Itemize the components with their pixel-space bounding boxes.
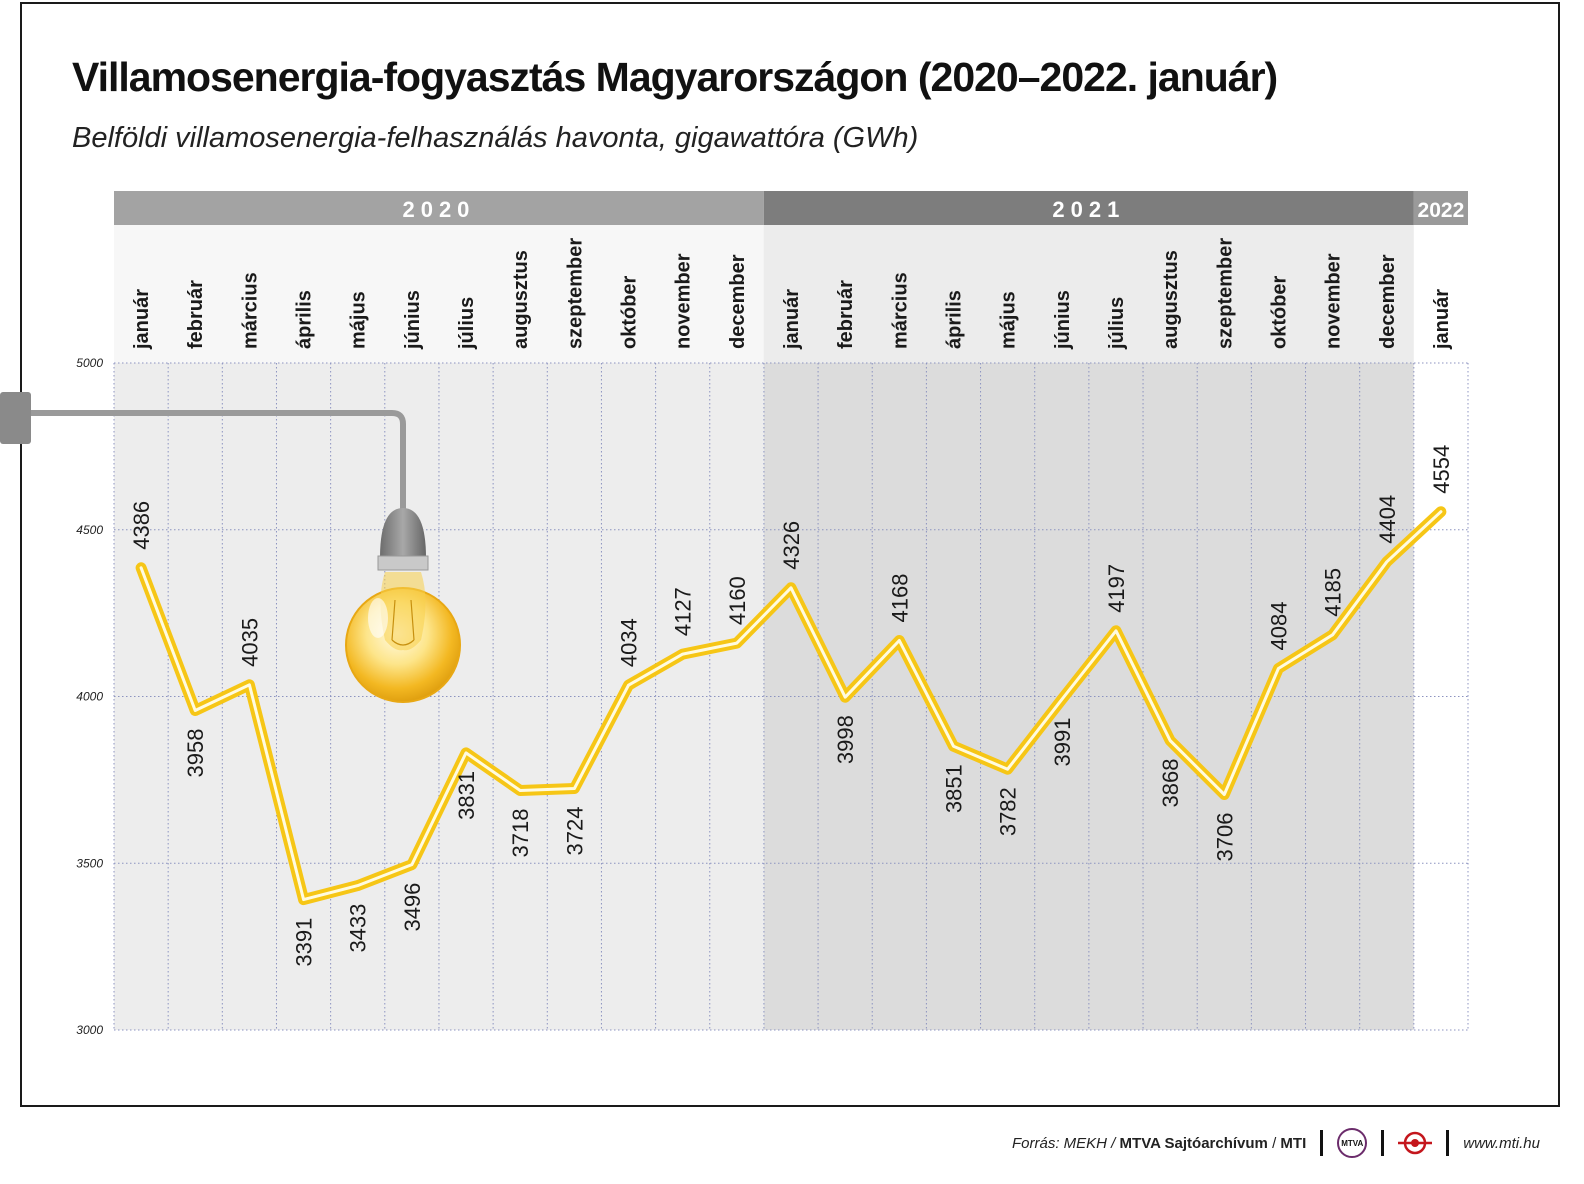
source-archive: MTVA Sajtóarchívum — [1119, 1134, 1268, 1152]
website-url: www.mti.hu — [1463, 1134, 1540, 1152]
month-label: május — [348, 291, 370, 349]
chart-subtitle: Belföldi villamosenergia-felhasználás ha… — [72, 122, 919, 154]
data-label: 4404 — [1375, 495, 1400, 544]
data-label: 4035 — [237, 618, 262, 667]
y-axis-ticks: 3000 3500 4000 4500 5000 — [76, 356, 103, 1037]
source-label: Forrás: MEKH / — [1012, 1134, 1116, 1152]
mti-logo-icon — [1398, 1131, 1433, 1155]
footer-divider — [1320, 1130, 1324, 1156]
month-label: március — [239, 272, 261, 349]
year-label: 2022 — [1418, 199, 1465, 222]
data-label: 4127 — [671, 587, 696, 636]
data-label: 3706 — [1212, 813, 1237, 862]
month-label: november — [673, 253, 695, 349]
data-label: 3851 — [941, 764, 966, 813]
month-label: október — [1268, 275, 1290, 349]
socket-plate — [0, 392, 31, 444]
series-line — [135, 506, 1447, 906]
month-label: szeptember — [1214, 238, 1236, 349]
data-label: 3433 — [346, 904, 371, 953]
footer-divider — [1381, 1130, 1385, 1156]
y-tick-label: 3000 — [76, 1023, 103, 1037]
source-separator: / — [1272, 1134, 1277, 1152]
data-label: 4386 — [129, 501, 154, 550]
data-label: 3724 — [562, 807, 587, 856]
footer-divider — [1446, 1130, 1450, 1156]
bulb-cap — [380, 508, 426, 558]
data-label: 3831 — [454, 771, 479, 820]
month-label: augusztus — [1160, 250, 1182, 349]
month-label: április — [294, 290, 316, 349]
month-label: december — [1377, 254, 1399, 349]
chart-title: Villamosenergia-fogyasztás Magyarországo… — [72, 54, 1278, 100]
month-label: február — [185, 280, 207, 349]
month-label: november — [1323, 253, 1345, 349]
month-label: május — [998, 291, 1020, 349]
month-label: január — [1431, 289, 1453, 350]
data-label: 4197 — [1104, 564, 1129, 613]
data-label: 3718 — [508, 809, 533, 858]
month-label: március — [889, 272, 911, 349]
month-label: január — [781, 289, 803, 350]
y-tick-label: 4500 — [76, 523, 103, 537]
month-label: június — [402, 290, 424, 350]
month-label: április — [943, 290, 965, 349]
data-label: 4326 — [779, 521, 804, 570]
header-band — [114, 225, 764, 363]
month-label: július — [1106, 297, 1128, 350]
data-label: 3782 — [996, 787, 1021, 836]
data-label: 3868 — [1158, 759, 1183, 808]
data-label: 4160 — [725, 576, 750, 625]
data-label: 3958 — [183, 729, 208, 778]
y-tick-label: 3500 — [76, 856, 103, 870]
bulb-cord — [31, 410, 406, 516]
month-label: július — [456, 297, 478, 350]
data-label: 4554 — [1429, 445, 1454, 494]
data-label: 4168 — [887, 574, 912, 623]
data-label: 4185 — [1321, 568, 1346, 617]
data-label: 3496 — [400, 883, 425, 932]
year-label: 2021 — [1052, 197, 1125, 222]
data-label: 3391 — [292, 918, 317, 967]
month-label: december — [727, 254, 749, 349]
year-bar — [114, 191, 764, 225]
header-band — [1413, 225, 1468, 363]
month-labels: január február március április május június jú… — [131, 238, 1453, 350]
month-label: január — [131, 289, 153, 350]
header-band — [763, 225, 1414, 363]
y-tick-label: 5000 — [76, 356, 103, 370]
data-label: 4034 — [617, 618, 642, 667]
source-mti: MTI — [1280, 1134, 1307, 1152]
month-label: augusztus — [510, 250, 532, 349]
year-header: 2020 2021 2022 — [114, 191, 1468, 225]
data-label: 3998 — [833, 715, 858, 764]
mtva-logo-icon: MTVA — [1337, 1128, 1368, 1158]
year-label: 2020 — [402, 197, 475, 222]
data-label: 4084 — [1266, 602, 1291, 651]
year-bar — [1413, 191, 1468, 225]
light-bulb-icon — [0, 392, 461, 703]
year-bar — [763, 191, 1414, 225]
data-labels: 4386 3958 4035 3391 3433 3496 3831 3718 3724 4034… — [129, 445, 1454, 967]
month-label: október — [619, 275, 641, 349]
month-label: június — [1052, 290, 1074, 350]
month-label: február — [835, 280, 857, 349]
data-label: 3991 — [1050, 718, 1075, 767]
month-label: szeptember — [564, 238, 586, 349]
y-tick-label: 4000 — [76, 690, 103, 704]
footer: Forrás: MEKH / MTVA Sajtóarchívum / MTI … — [1012, 1126, 1540, 1160]
